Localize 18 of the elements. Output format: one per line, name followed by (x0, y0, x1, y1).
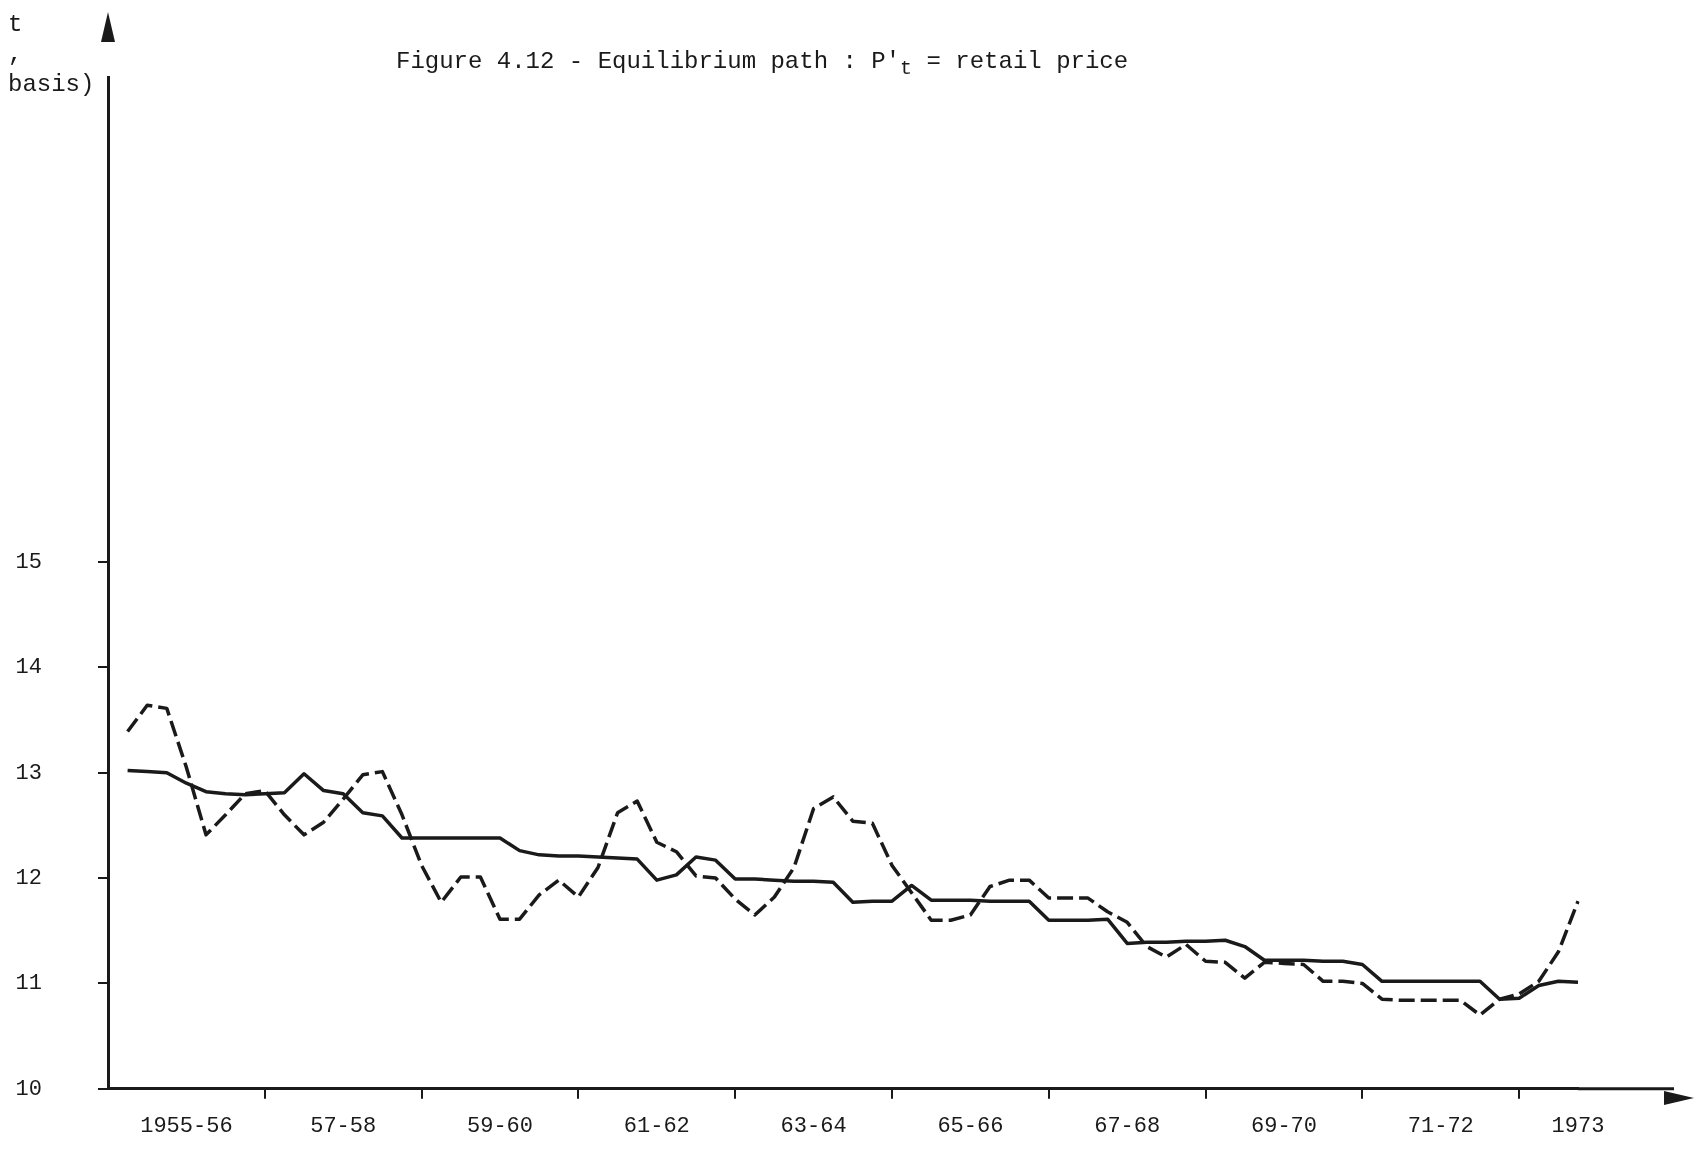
x-tick-label: 1955-56 (140, 1113, 233, 1139)
x-tick-label: 63-64 (780, 1113, 847, 1139)
y-tick-label: 15 (15, 549, 42, 575)
y-tick-label: 14 (15, 655, 42, 681)
x-tick-label: 65-66 (937, 1113, 1004, 1139)
y-tick-label: 11 (15, 971, 42, 997)
x-tick-label: 61-62 (623, 1113, 690, 1139)
x-tick-label: 71-72 (1407, 1113, 1474, 1139)
y-tick-label: 10 (15, 1076, 42, 1102)
x-tick-label: 59-60 (466, 1113, 534, 1139)
x-tick-label: 69-70 (1250, 1113, 1318, 1139)
x-tick-label: 1973 (1551, 1113, 1605, 1139)
x-tick-label: 57-58 (310, 1113, 377, 1139)
x-tick-label: 67-68 (1094, 1113, 1161, 1139)
chart-title: Figure 4.12 - Equilibrium path : P′$_{t}$ = retail price (396, 48, 1129, 80)
y-tick-label: 13 (15, 760, 42, 786)
y-tick-label: 12 (15, 865, 42, 891)
y-axis-title: t , basis) (8, 10, 95, 100)
